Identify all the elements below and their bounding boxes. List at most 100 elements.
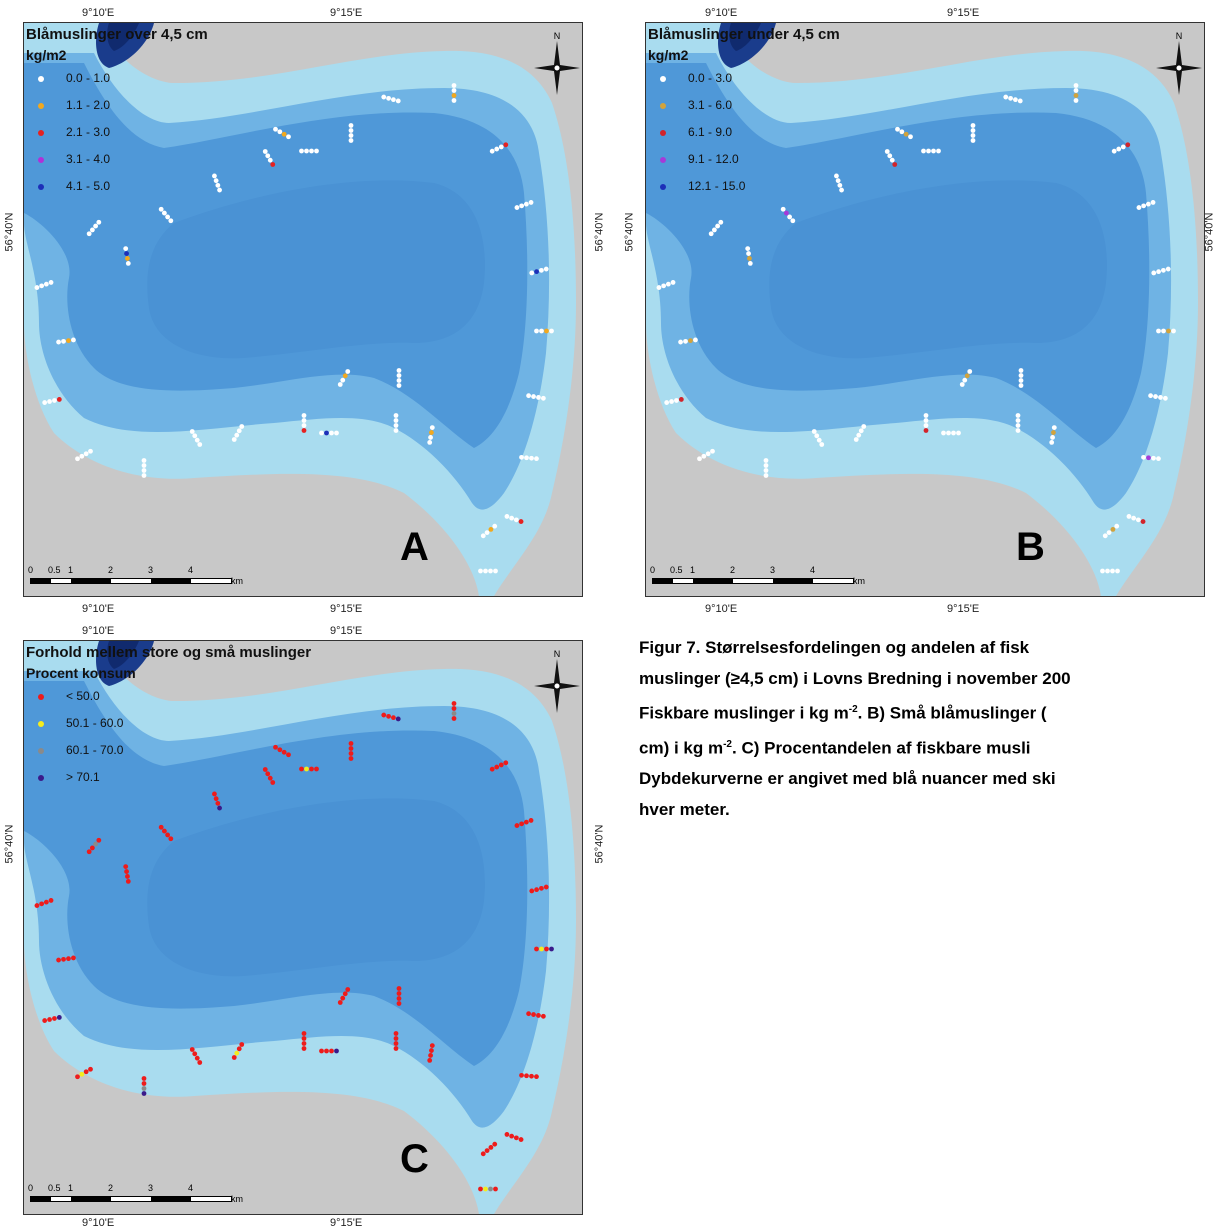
sample-point [483,1186,488,1192]
sample-point [1105,568,1110,574]
sample-point [43,899,49,905]
sample-point [780,206,786,212]
scale-unit: km [231,1194,243,1204]
sample-point [494,146,500,152]
legend-swatch [38,130,44,136]
sample-point [1110,568,1115,574]
sample-point [348,751,354,756]
sample-point [429,1048,434,1053]
sample-point [899,129,905,135]
lon-label-c-top-2: 9°15'E [330,625,363,637]
sample-transect [478,568,498,574]
sample-transect [678,337,698,345]
sample-transect [923,413,929,433]
lon-label-c-top-1: 9°10'E [82,625,115,637]
sample-point [498,144,504,150]
scale-tick-label: 0 [28,1183,34,1193]
sample-point [1018,373,1024,378]
sample-transect [1100,568,1120,574]
lat-label-c-left: 56°40'N [3,824,16,864]
legend-swatch [38,103,44,109]
sample-point [921,148,926,154]
sample-point [161,828,167,834]
sample-point [381,712,387,718]
sample-point [429,430,434,435]
sample-point [1051,430,1056,435]
sample-point [304,766,309,772]
sample-point [393,1041,399,1046]
sample-point [141,1076,147,1081]
sample-point [923,423,929,428]
sample-transect [763,458,769,478]
sample-point [763,468,769,473]
sample-transect [141,458,147,478]
sample-point [539,328,544,334]
legend-swatch [660,157,666,163]
sample-transect [396,986,402,1006]
sample-point [273,744,278,750]
sample-point [669,399,674,404]
sample-point [234,1050,240,1056]
sample-point [451,706,457,711]
sample-point [93,841,99,847]
sample-transect [86,219,102,237]
sample-transect [212,791,222,811]
panel-label: A [400,525,429,569]
sample-point [396,383,402,388]
caption-line: muslinger (≥4,5 cm) i Lovns Bredning i n… [639,669,1071,688]
sample-point [340,377,346,383]
sample-point [86,849,92,855]
sample-point [970,123,976,128]
sample-point [518,1137,524,1142]
sample-point [393,1046,399,1051]
sample-point [923,413,929,418]
sample-point [348,741,354,746]
sample-transect [970,123,976,143]
sample-point [301,418,307,423]
scale-tick-label: 2 [108,565,114,575]
legend-label: > 70.1 [66,770,100,784]
sample-point [884,149,890,154]
scale-bar: 0 0.5 1 2 3 4 km [650,565,892,589]
sample-point [1151,270,1157,276]
sample-point [451,716,457,721]
sample-point [66,338,71,344]
sample-point [89,227,95,233]
sample-transect [231,1042,245,1060]
scale-tick-label: 4 [188,565,194,575]
sample-point [217,805,222,811]
sample-point [158,824,164,830]
sample-transect [959,369,973,387]
scale-tick-label: 1 [68,565,74,575]
sample-point [396,986,402,991]
sample-point [923,428,929,433]
sample-point [1136,205,1142,210]
sample-point [141,1086,147,1091]
deep-hole-core [107,641,139,669]
map-panel-a: Blåmuslinger over 4,5 cm kg/m2 0.0 - 1.0… [23,22,583,597]
scale-tick-label: 4 [810,565,816,575]
panel-label: B [1016,525,1045,569]
sample-point [488,568,493,574]
sample-point [544,328,549,334]
sample-point [936,148,941,154]
sample-point [56,339,61,345]
sample-point [1141,454,1146,460]
lon-label-a-bottom-2: 9°15'E [330,603,363,615]
sample-point [88,448,93,454]
sample-transect [534,946,554,952]
sample-transect [478,1186,498,1192]
sample-transect [526,393,546,401]
sample-point [386,95,391,101]
sample-point [141,458,147,463]
legend-item: 0.0 - 1.0 [26,65,208,92]
sample-point [835,178,841,184]
sample-point [718,219,724,225]
sample-point [693,337,698,343]
legend-item: 6.1 - 9.0 [648,119,840,146]
sample-point [529,888,535,894]
sample-point [427,439,433,445]
sample-point [534,887,539,893]
sample-point [197,1060,203,1065]
sample-point [970,133,976,138]
